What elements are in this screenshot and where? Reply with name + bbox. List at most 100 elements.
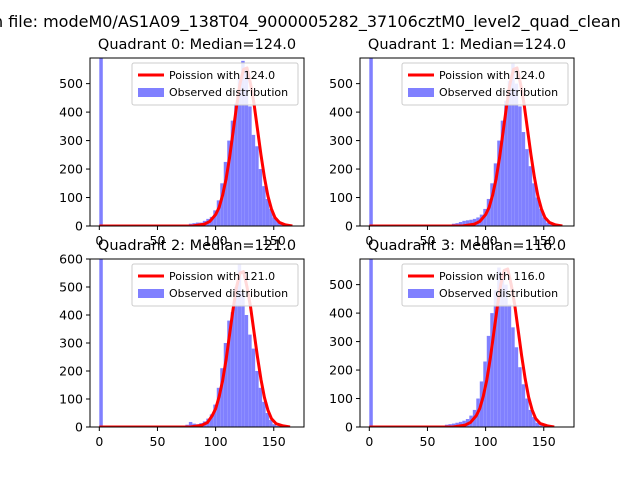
observed-bar xyxy=(251,134,256,226)
observed-bar xyxy=(500,273,505,427)
observed-bar xyxy=(546,222,550,226)
y-tick-label: 400 xyxy=(329,306,353,321)
observed-bar xyxy=(255,146,259,226)
observed-bar xyxy=(504,100,508,226)
observed-bar xyxy=(276,425,280,427)
observed-bar xyxy=(230,120,235,226)
y-tick-label: 200 xyxy=(59,364,83,379)
legend-frame xyxy=(131,263,299,307)
observed-bar xyxy=(237,264,242,427)
y-tick-label: 300 xyxy=(329,133,353,148)
observed-bar xyxy=(507,304,512,427)
observed-bar xyxy=(258,387,263,427)
axes-frame xyxy=(359,258,575,428)
observed-bar xyxy=(223,343,228,427)
y-tick-label: 400 xyxy=(59,105,83,120)
observed-bar xyxy=(525,149,529,226)
observed-bar xyxy=(514,83,519,226)
observed-bar xyxy=(528,166,533,226)
observed-bar xyxy=(504,284,508,427)
observed-bar xyxy=(535,197,540,226)
observed-bar xyxy=(234,103,238,226)
legend-observed-label: Observed distribution xyxy=(169,287,288,300)
figure-suptitle: n file: modeM0/AS1A09_138T04_9000005282_… xyxy=(0,12,621,32)
quadrant-3-panel: 0 50 100 150 0 100 200 300 400 500 Quadrant 3: Med… xyxy=(329,238,575,449)
observed-bar xyxy=(451,423,456,427)
observed-bar xyxy=(493,290,498,427)
y-tick-label: 200 xyxy=(59,162,83,177)
y-tick-label: 500 xyxy=(59,280,83,295)
observed-bar xyxy=(216,200,221,226)
x-tick-label: 150 xyxy=(532,434,556,449)
y-tick-label: 400 xyxy=(59,308,83,323)
observed-bar xyxy=(521,384,526,427)
observed-bar xyxy=(269,420,273,427)
x-tick-label: 100 xyxy=(204,434,228,449)
observed-bar xyxy=(542,217,547,226)
observed-bar xyxy=(227,140,231,226)
observed-bar xyxy=(514,347,519,427)
observed-bar xyxy=(486,335,491,427)
observed-bar xyxy=(539,425,543,427)
x-tick-label: 150 xyxy=(532,233,556,248)
y-tick-label: 100 xyxy=(329,391,353,406)
observed-bar xyxy=(265,198,270,226)
observed-bar xyxy=(99,259,103,427)
observed-bar xyxy=(244,315,249,427)
observed-bar xyxy=(518,106,522,226)
observed-bar xyxy=(525,398,529,427)
legend: Poission with 121.0 Observed distribution xyxy=(131,263,299,307)
x-tick-label: 150 xyxy=(262,434,286,449)
observed-bar xyxy=(220,183,224,226)
legend-observed-swatch xyxy=(138,88,164,97)
observed-bar xyxy=(276,220,280,226)
observed-bar xyxy=(244,69,249,226)
observed-bar xyxy=(213,404,217,427)
observed-bar xyxy=(248,106,252,226)
observed-bar xyxy=(251,348,256,427)
x-tick-label: 50 xyxy=(420,434,436,449)
observed-bar xyxy=(528,409,533,427)
x-tick-label: 50 xyxy=(150,233,166,248)
y-tick-label: 200 xyxy=(329,162,353,177)
axes-frame xyxy=(359,57,575,227)
x-tick-label: 100 xyxy=(474,233,498,248)
observed-bar xyxy=(497,267,501,427)
observed-bar xyxy=(455,422,459,427)
observed-bar xyxy=(237,77,242,226)
observed-bar xyxy=(220,368,224,427)
quadrant-2-panel: 0 50 100 150 0 100 200 300 400 500 600 Quadrant 2: … xyxy=(59,238,305,449)
observed-bar xyxy=(258,169,263,226)
legend-observed-swatch xyxy=(408,88,434,97)
observed-bar xyxy=(462,220,466,226)
x-tick-label: 100 xyxy=(204,233,228,248)
y-tick-label: 300 xyxy=(59,336,83,351)
y-tick-label: 500 xyxy=(329,277,353,292)
observed-bar xyxy=(216,387,221,427)
legend: Poission with 116.0 Observed distribution xyxy=(401,263,569,307)
y-tick-label: 100 xyxy=(59,190,83,205)
observed-bar xyxy=(507,80,512,226)
x-tick-label: 100 xyxy=(474,434,498,449)
x-tick-label: 0 xyxy=(95,434,103,449)
observed-bar xyxy=(262,401,266,427)
y-tick-label: 500 xyxy=(59,76,83,91)
observed-bar xyxy=(458,222,463,226)
observed-bar xyxy=(532,183,536,226)
x-tick-label: 0 xyxy=(95,233,103,248)
observed-bar xyxy=(500,120,505,226)
observed-bar xyxy=(511,63,515,226)
observed-bar xyxy=(188,421,193,427)
legend-frame xyxy=(401,62,569,106)
y-tick-label: 200 xyxy=(329,363,353,378)
observed-bar xyxy=(469,219,473,226)
observed-bar xyxy=(549,224,554,226)
y-tick-label: 0 xyxy=(345,219,353,234)
observed-bar xyxy=(539,208,543,226)
y-tick-label: 0 xyxy=(75,420,83,435)
quadrant-1-panel: 0 50 100 150 0 100 200 300 400 500 Quadrant 1: Med… xyxy=(329,37,575,248)
observed-bar xyxy=(269,208,273,226)
legend-observed-swatch xyxy=(138,289,164,298)
